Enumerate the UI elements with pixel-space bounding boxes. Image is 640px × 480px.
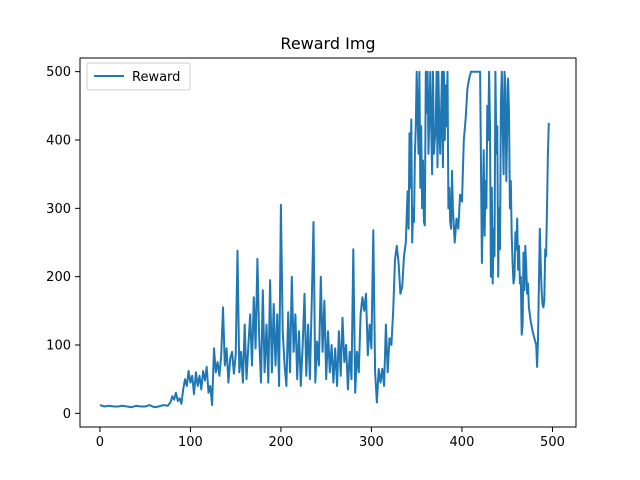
y-axis-ticks: 0 100 200 300 400 500 <box>46 65 80 422</box>
x-tick-label: 200 <box>269 435 294 450</box>
x-tick-label: 0 <box>96 435 104 450</box>
legend-label-reward: Reward <box>132 70 180 85</box>
x-axis-ticks: 0 100 200 300 400 500 <box>96 427 565 450</box>
x-tick-label: 400 <box>450 435 475 450</box>
plot-content <box>99 70 550 409</box>
y-tick-label: 400 <box>46 134 71 149</box>
y-tick-label: 100 <box>46 339 71 354</box>
x-tick-label: 500 <box>540 435 565 450</box>
series-line-reward <box>99 70 550 409</box>
legend-box <box>86 62 191 91</box>
axes-frame <box>79 57 577 428</box>
x-tick-label: 100 <box>178 435 203 450</box>
y-tick-label: 500 <box>46 65 71 80</box>
legend: Reward <box>86 62 191 91</box>
y-tick-label: 0 <box>63 407 71 422</box>
y-tick-label: 200 <box>46 270 71 285</box>
chart-title: Reward Img <box>280 34 375 53</box>
x-tick-label: 300 <box>359 435 384 450</box>
y-tick-label: 300 <box>46 202 71 217</box>
